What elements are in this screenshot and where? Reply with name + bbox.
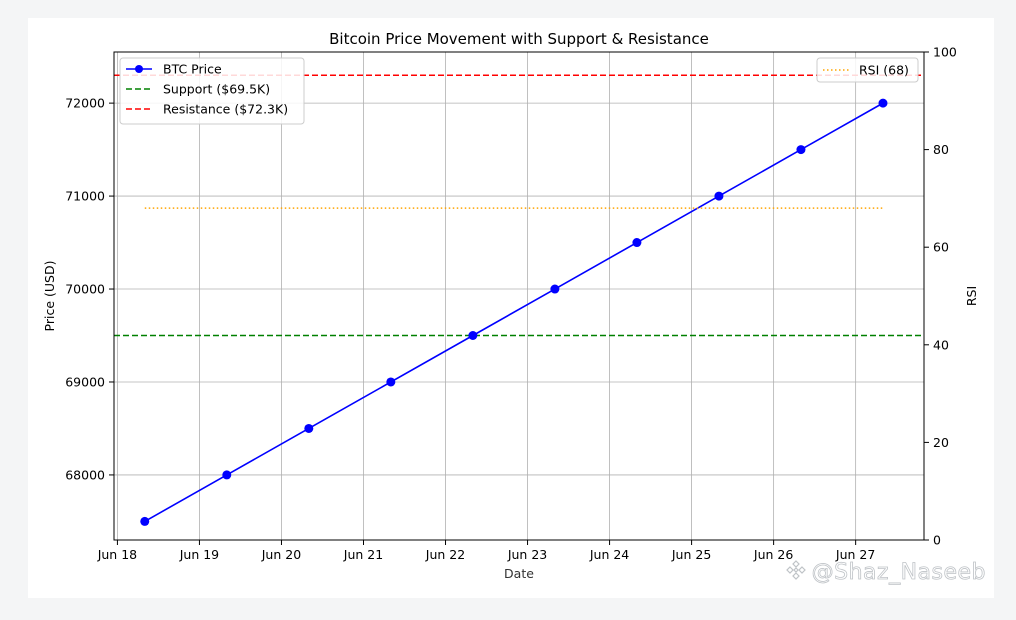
btc-price-point: [878, 98, 888, 108]
y-tick-label: 71000: [65, 189, 105, 204]
y2-tick-label: 0: [933, 533, 941, 548]
legend-right-box: [816, 57, 919, 83]
binance-logo-icon: [784, 558, 808, 588]
legend-btc-marker: [135, 65, 143, 73]
x-tick-label: Jun 19: [179, 547, 219, 562]
btc-price-point: [714, 191, 724, 201]
chart-card: Jun 18 Jun 19 Jun 20 Jun 21 Jun 22 Jun 23 Jun …: [28, 18, 994, 598]
btc-price-point: [632, 238, 642, 248]
x-axis: Jun 18 Jun 19 Jun 20 Jun 21 Jun 22 Jun 23 Jun …: [97, 540, 875, 562]
x-tick-label: Jun 23: [507, 547, 547, 562]
btc-price-point: [140, 516, 150, 526]
plot-frame: [113, 51, 925, 541]
legend-right: RSI (68): [816, 57, 919, 83]
y2-tick-label: 80: [933, 142, 949, 157]
y-tick-label: 69000: [65, 374, 105, 389]
y2-axis-label: RSI: [964, 286, 979, 306]
watermark: @Shaz_Naseeb: [784, 558, 986, 588]
y-tick-label: 68000: [65, 467, 105, 482]
legend-rsi-label: RSI (68): [859, 63, 909, 78]
btc-price-point: [550, 284, 560, 294]
x-tick-label: Jun 25: [671, 547, 711, 562]
legend-btc-label: BTC Price: [163, 62, 222, 77]
y2-tick-label: 60: [933, 240, 949, 255]
legend-left: BTC Price Support ($69.5K) Resistance ($…: [119, 57, 305, 125]
chart-svg: Jun 18 Jun 19 Jun 20 Jun 21 Jun 22 Jun 23 Jun …: [42, 30, 979, 581]
series-layer: [140, 98, 888, 526]
watermark-text: @Shaz_Naseeb: [811, 560, 986, 586]
btc-price-point: [796, 145, 806, 155]
x-tick-label: Jun 24: [589, 547, 629, 562]
x-axis-label: Date: [504, 566, 534, 581]
legend-left-box: [119, 57, 305, 125]
x-tick-label: Jun 21: [343, 547, 383, 562]
y2-tick-label: 20: [933, 435, 949, 450]
y2-tick-label: 100: [933, 45, 957, 60]
legend-support-label: Support ($69.5K): [163, 82, 270, 97]
y-tick-label: 72000: [65, 96, 105, 111]
x-tick-label: Jun 26: [753, 547, 793, 562]
x-tick-label: Jun 27: [835, 547, 875, 562]
x-tick-label: Jun 20: [261, 547, 301, 562]
y2-tick-label: 40: [933, 337, 949, 352]
chart-title: Bitcoin Price Movement with Support & Re…: [329, 30, 709, 48]
y-axis-left: 68000 69000 70000 71000 72000: [65, 96, 114, 482]
y-tick-label: 70000: [65, 282, 105, 297]
y-axis-label: Price (USD): [42, 261, 57, 332]
legend-resistance-label: Resistance ($72.3K): [163, 102, 288, 117]
x-tick-label: Jun 18: [97, 547, 137, 562]
btc-price-line: [144, 102, 884, 523]
btc-price-point: [386, 377, 396, 387]
x-tick-label: Jun 22: [425, 547, 465, 562]
btc-price-point: [222, 470, 232, 480]
grid: [114, 52, 924, 540]
btc-price-point: [468, 331, 478, 341]
btc-price-point: [304, 423, 314, 433]
y-axis-right: 0 20 40 60 80 100: [924, 45, 957, 548]
